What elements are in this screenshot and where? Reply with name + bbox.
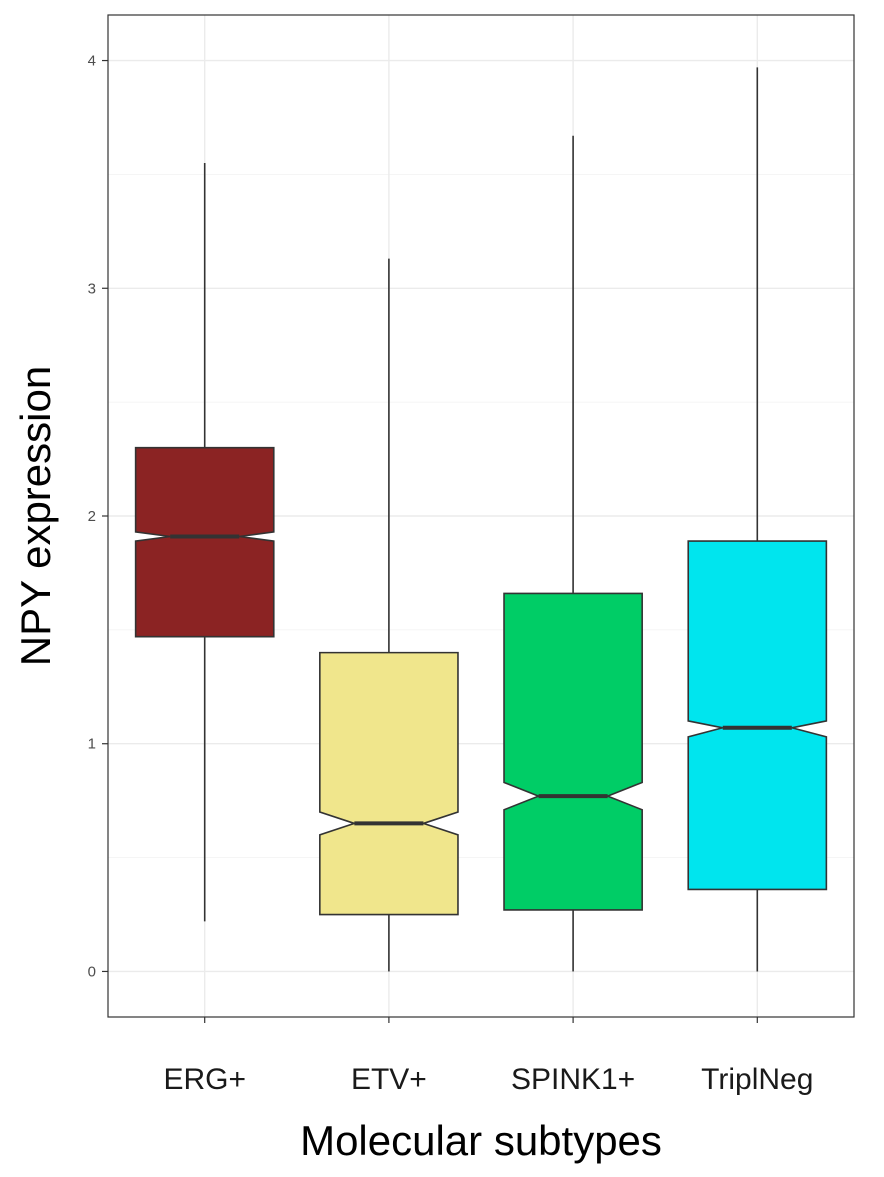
y-tick-label: 3 <box>88 280 96 297</box>
x-tick-label: ERG+ <box>163 1063 246 1096</box>
box-body <box>687 540 828 891</box>
box-spink1 <box>503 135 643 972</box>
box-body <box>319 651 459 916</box>
y-tick-label: 4 <box>88 53 96 70</box>
box-body <box>134 446 275 638</box>
axes: 0 1 2 3 4 ERG+ ETV+ SPINK1+ TriplNeg <box>88 53 814 1096</box>
box-etv <box>319 258 459 972</box>
x-axis-title: Molecular subtypes <box>300 1117 662 1164</box>
y-tick-label: 1 <box>88 736 96 753</box>
box-triplneg <box>687 67 828 972</box>
box-series <box>134 67 828 972</box>
x-tick-label: SPINK1+ <box>511 1063 635 1096</box>
x-tick-label: TriplNeg <box>701 1063 813 1096</box>
y-tick-label: 0 <box>88 963 96 980</box>
box-body <box>503 592 643 911</box>
y-axis-title: NPY expression <box>12 366 59 666</box>
x-tick-label: ETV+ <box>351 1063 427 1096</box>
box-erg <box>134 163 275 922</box>
y-tick-label: 2 <box>88 508 96 525</box>
